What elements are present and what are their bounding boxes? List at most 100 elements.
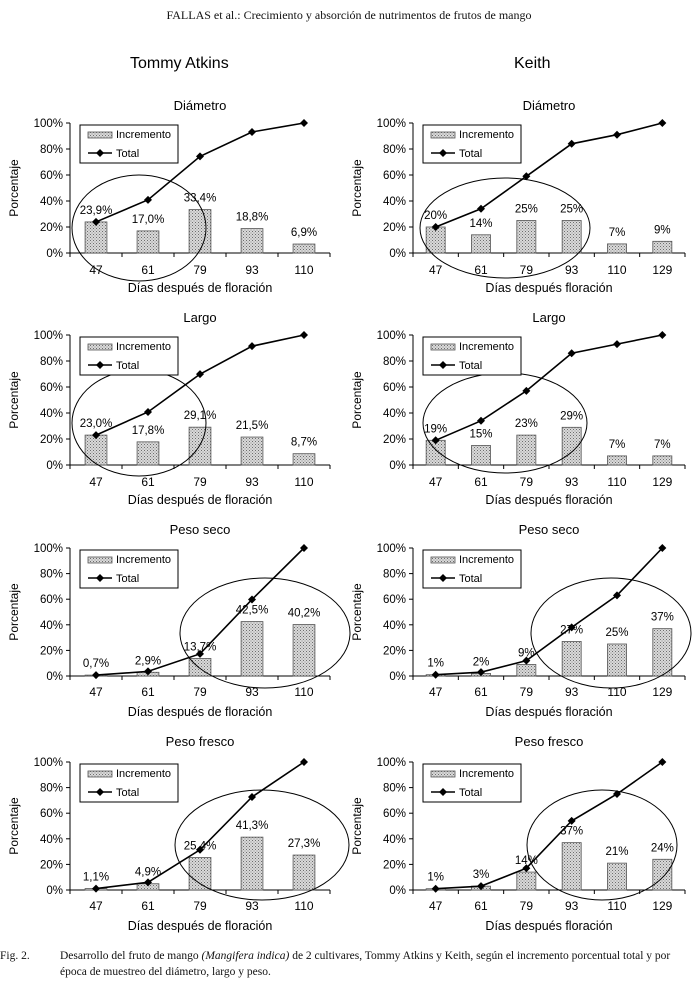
x-tick-label: 110 — [607, 685, 626, 699]
y-tick-label: 20% — [383, 859, 406, 871]
data-label: 2,9% — [135, 655, 161, 667]
y-tick-label: 80% — [383, 144, 406, 156]
total-line — [435, 334, 663, 442]
chart-keith-di-metro: Diámetro 0% 20% 40% 60% 80% 100% Porcentaje 47 61… — [350, 98, 686, 295]
y-tick-label: 20% — [40, 222, 63, 234]
total-marker — [613, 790, 621, 798]
y-tick-label: 40% — [383, 834, 406, 846]
x-axis-label: Días después de floración — [128, 281, 273, 295]
y-tick-label: 0% — [46, 671, 63, 683]
data-label: 9% — [654, 224, 671, 236]
bar — [516, 871, 537, 891]
x-axis-label: Días después de floración — [128, 493, 273, 507]
x-tick-label: 129 — [652, 475, 672, 489]
total-marker — [300, 331, 308, 339]
y-tick-label: 40% — [40, 620, 63, 632]
data-label: 23% — [515, 418, 538, 430]
total-marker — [477, 882, 485, 891]
y-axis-label: Porcentaje — [350, 159, 364, 217]
total-marker — [431, 223, 440, 231]
data-label: 25,4% — [184, 840, 217, 852]
legend-swatch-marker — [439, 788, 447, 796]
data-label: 29% — [560, 410, 583, 422]
total-marker — [300, 119, 308, 127]
data-label: 7% — [654, 439, 671, 451]
total-marker — [248, 595, 256, 604]
y-tick-label: 0% — [46, 460, 63, 472]
y-tick-label: 20% — [383, 222, 406, 234]
data-label: 25% — [605, 627, 628, 639]
legend-label-incremento: Incremento — [116, 129, 171, 141]
total-marker — [522, 656, 531, 665]
x-tick-label: 47 — [429, 263, 443, 277]
chart-keith-peso-fresco: Peso fresco 0% 20% 40% 60% 80% 100% Porcentaje 4… — [350, 734, 686, 933]
total-marker — [196, 152, 204, 161]
data-label: 3% — [473, 869, 490, 881]
y-tick-label: 0% — [46, 885, 63, 897]
total-marker — [658, 544, 667, 552]
highlight-ellipse — [419, 177, 591, 279]
legend-label-total: Total — [459, 573, 482, 585]
x-tick-label: 79 — [193, 475, 207, 489]
data-label: 18,8% — [236, 212, 269, 224]
data-label: 14% — [515, 855, 538, 867]
cultivar-title-tommy-atkins: Tommy Atkins — [130, 55, 229, 72]
data-label: 9% — [518, 647, 535, 659]
data-label: 7% — [609, 439, 626, 451]
bar — [561, 842, 582, 891]
x-tick-label: 79 — [520, 475, 534, 489]
data-label: 20% — [424, 210, 447, 222]
data-label: 29,1% — [184, 410, 217, 422]
data-label: 8,7% — [291, 437, 317, 449]
bar — [652, 240, 673, 254]
total-marker — [613, 130, 621, 139]
y-tick-label: 40% — [383, 196, 406, 208]
bar — [188, 857, 212, 891]
data-label: 0,7% — [83, 658, 109, 670]
caption-text: Desarrollo del fruto de mango (Mangifera… — [60, 948, 692, 980]
bar — [292, 453, 316, 466]
data-label: 24% — [651, 842, 674, 854]
bar — [240, 436, 264, 466]
data-label: 23,0% — [80, 418, 113, 430]
x-axis-label: Días después de floración — [128, 919, 273, 933]
chart-title: Largo — [532, 310, 565, 325]
x-tick-label: 110 — [294, 263, 313, 277]
y-tick-label: 60% — [383, 594, 406, 606]
legend-label-total: Total — [459, 787, 482, 799]
legend-swatch-bar — [430, 131, 456, 139]
y-tick-label: 100% — [34, 330, 63, 342]
y-tick-label: 40% — [383, 620, 406, 632]
bar — [188, 209, 212, 254]
data-label: 17,0% — [132, 214, 165, 226]
chart-keith-peso-seco: Peso seco 0% 20% 40% 60% 80% 100% Porcentaje 47 6… — [350, 522, 692, 719]
x-axis-label: Días después floración — [485, 919, 612, 933]
total-marker — [567, 623, 576, 632]
bar — [188, 658, 212, 677]
x-tick-label: 61 — [474, 899, 488, 913]
bar — [652, 455, 673, 466]
x-tick-label: 93 — [245, 263, 259, 277]
x-tick-label: 79 — [193, 685, 207, 699]
data-label: 4,9% — [135, 867, 161, 879]
caption-label: Fig. 2. — [0, 950, 30, 962]
x-tick-label: 79 — [520, 263, 534, 277]
legend-label-total: Total — [116, 148, 139, 160]
legend-label-total: Total — [116, 573, 139, 585]
bar — [516, 664, 537, 677]
bar — [292, 854, 316, 891]
data-label: 23,9% — [80, 205, 113, 217]
bar — [561, 220, 582, 254]
y-tick-label: 20% — [40, 434, 63, 446]
x-tick-label: 61 — [474, 263, 488, 277]
y-tick-label: 0% — [389, 248, 406, 260]
y-tick-label: 80% — [383, 783, 406, 795]
total-marker — [658, 758, 667, 766]
y-tick-label: 100% — [34, 118, 63, 130]
legend-label-incremento: Incremento — [459, 768, 514, 780]
data-label: 17,8% — [132, 425, 165, 437]
total-marker — [522, 386, 531, 395]
data-label: 27,3% — [288, 838, 321, 850]
